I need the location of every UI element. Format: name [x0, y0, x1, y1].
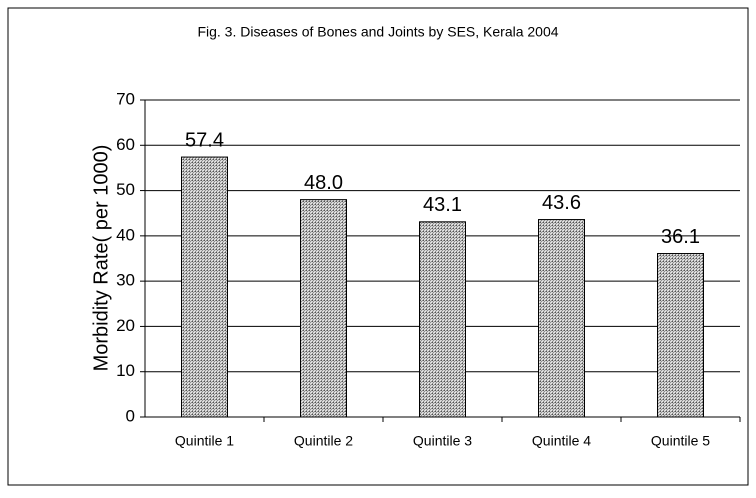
bar	[181, 156, 228, 418]
data-label: 43.1	[423, 194, 462, 216]
data-label: 43.6	[542, 192, 581, 214]
data-label: 48.0	[304, 172, 343, 194]
y-tick-label: 40	[116, 225, 135, 244]
chart-border	[7, 7, 749, 486]
y-axis-label: Morbidity Rate( per 1000)	[90, 145, 112, 372]
y-tick-label: 10	[116, 361, 135, 380]
y-tick-label: 50	[116, 180, 135, 199]
y-tick-label: 70	[116, 89, 135, 108]
bar	[538, 219, 585, 418]
data-label: 57.4	[185, 129, 224, 151]
bar	[419, 221, 466, 418]
x-tick-label: Quintile 2	[294, 433, 353, 449]
data-label: 36.1	[661, 226, 700, 248]
y-tick-label: 30	[116, 271, 135, 290]
y-tick-label: 20	[116, 316, 135, 335]
y-tick-label: 0	[126, 406, 135, 425]
bar	[657, 253, 704, 418]
x-tick-label: Quintile 4	[532, 433, 591, 449]
y-tick-label: 60	[116, 135, 135, 154]
x-tick-label: Quintile 1	[175, 433, 234, 449]
x-tick-label: Quintile 5	[651, 433, 710, 449]
bar	[300, 199, 347, 418]
chart-title: Fig. 3. Diseases of Bones and Joints by …	[197, 24, 558, 40]
x-tick-label: Quintile 3	[413, 433, 472, 449]
